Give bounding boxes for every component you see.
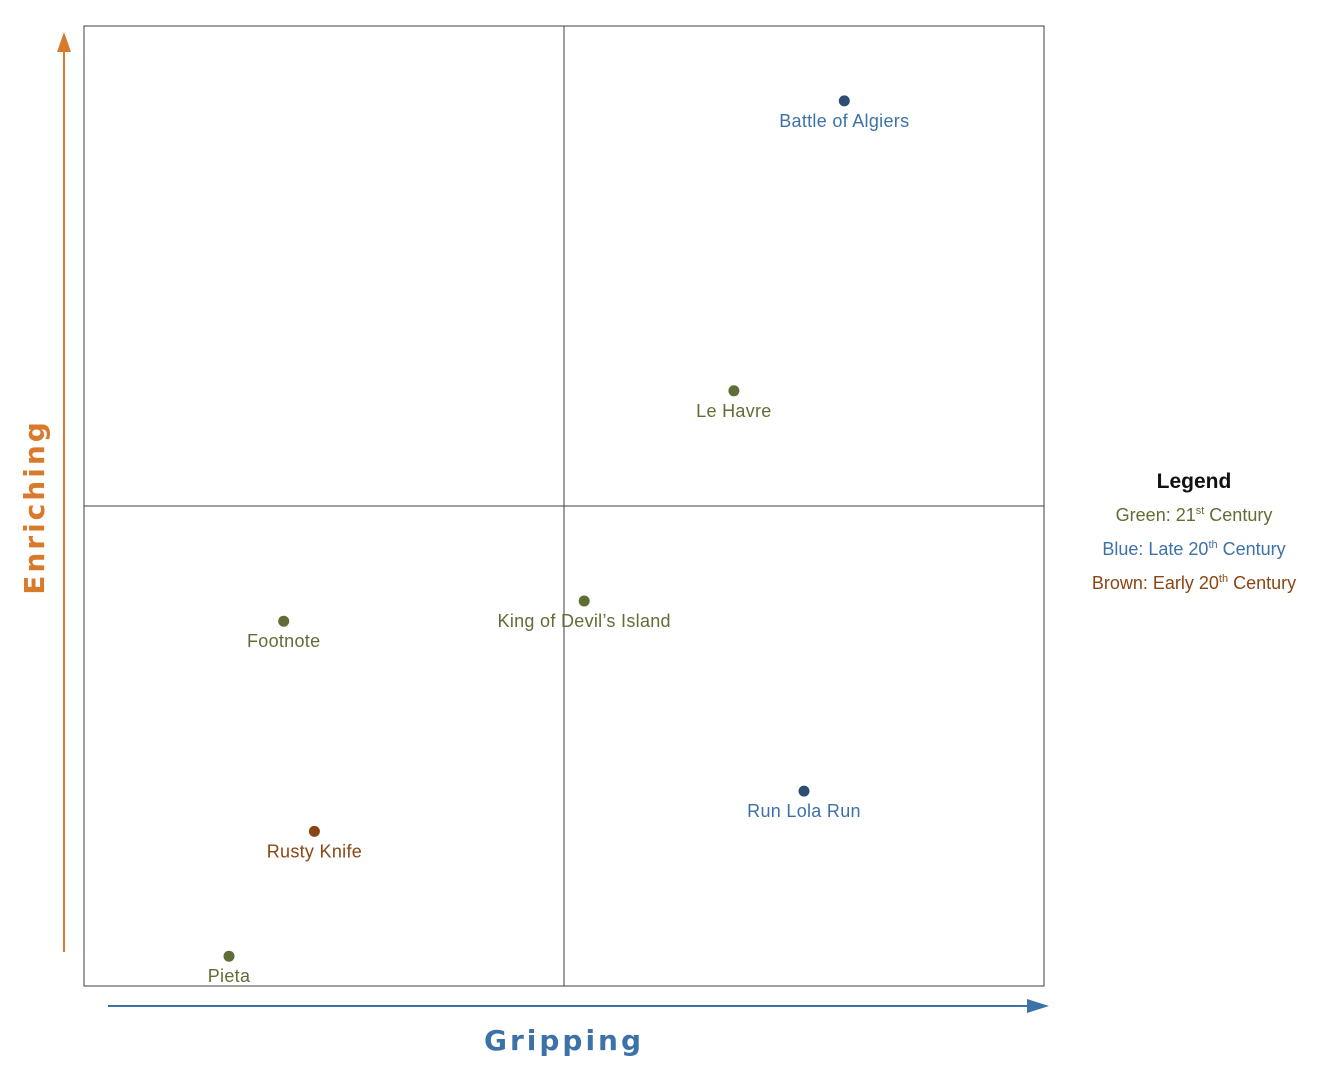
y-axis-title: Enriching — [18, 419, 51, 595]
x-axis-title: Gripping — [484, 1024, 644, 1057]
point-label-le-havre: Le Havre — [696, 401, 771, 421]
legend-item-green: Green: 21st Century — [1060, 504, 1328, 526]
legend-item-brown: Brown: Early 20th Century — [1060, 572, 1328, 594]
points-layer: Battle of Algiers Le Havre King of Devil’s… — [208, 95, 909, 986]
point-king-of-devil-s-island — [578, 595, 590, 607]
point-label-pieta: Pieta — [208, 966, 251, 986]
y-axis-arrowhead — [57, 32, 71, 52]
point-label-rusty-knife: Rusty Knife — [267, 841, 362, 861]
point-run-lola-run — [798, 785, 810, 797]
point-label-king-of-devil-s-island: King of Devil’s Island — [498, 611, 671, 631]
legend-item-blue-prefix: Blue: Late 20 — [1102, 539, 1209, 559]
legend-item-green-suffix: Century — [1204, 505, 1273, 525]
point-footnote — [278, 615, 290, 627]
legend-item-green-sup: st — [1195, 505, 1205, 517]
legend-item-brown-prefix: Brown: Early 20 — [1091, 573, 1219, 593]
legend-item-blue-sup: th — [1208, 539, 1218, 551]
point-battle-of-algiers — [838, 95, 850, 107]
point-label-run-lola-run: Run Lola Run — [747, 801, 861, 821]
point-le-havre — [728, 385, 740, 397]
legend: Legend Green: 21st Century Blue: Late 20… — [1060, 470, 1328, 606]
legend-item-green-prefix: Green: 21 — [1115, 505, 1196, 525]
legend-item-blue: Blue: Late 20th Century — [1060, 538, 1328, 560]
x-axis-arrowhead — [1027, 999, 1049, 1013]
point-rusty-knife — [308, 825, 320, 837]
legend-item-brown-sup: th — [1218, 573, 1229, 585]
legend-item-brown-suffix: Century — [1228, 573, 1297, 593]
point-pieta — [223, 950, 235, 962]
legend-title: Legend — [1156, 470, 1232, 493]
point-label-footnote: Footnote — [247, 631, 320, 651]
legend-item-blue-suffix: Century — [1217, 539, 1286, 559]
point-label-battle-of-algiers: Battle of Algiers — [779, 111, 909, 131]
